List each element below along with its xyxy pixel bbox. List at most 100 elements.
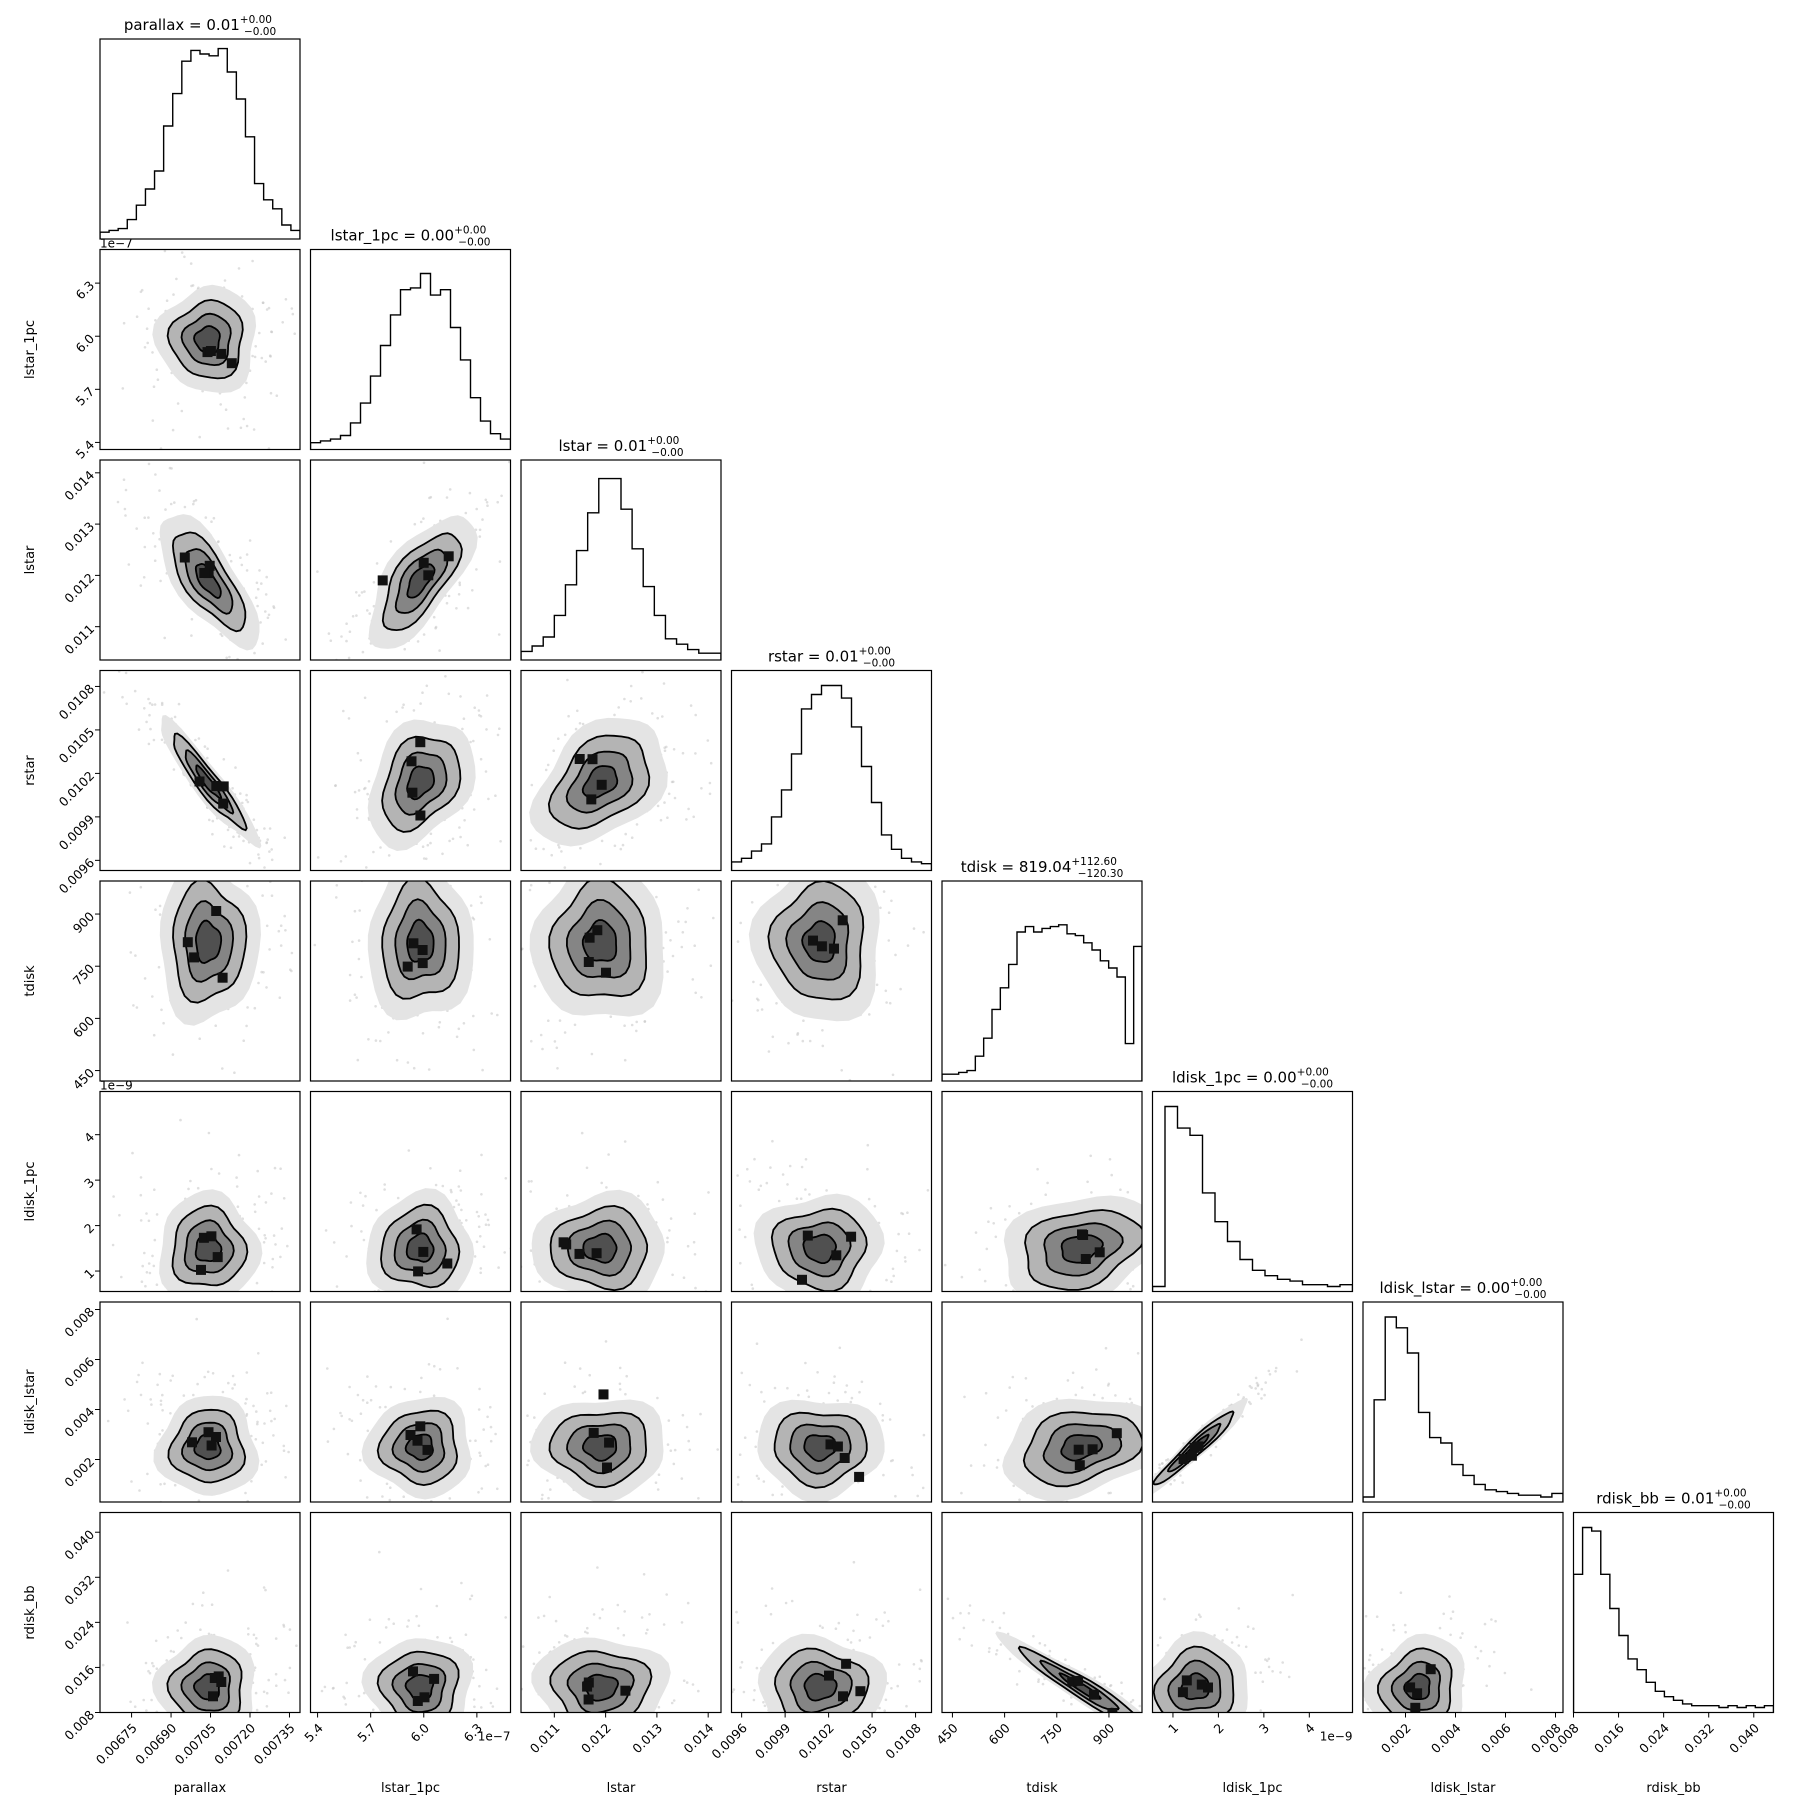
sample-point: [499, 971, 502, 974]
sample-point: [739, 1261, 742, 1265]
sample-point: [494, 1432, 497, 1436]
sample-point: [888, 1418, 892, 1421]
sample-point: [345, 639, 348, 643]
sample-point: [574, 1764, 577, 1767]
panel-frame: [941, 1511, 1143, 1714]
sample-point: [144, 1661, 148, 1665]
sample-point: [373, 1293, 376, 1296]
sample-point: [361, 1341, 364, 1344]
sample-point: [459, 835, 462, 839]
sample-point: [736, 1174, 739, 1177]
sample-point: [235, 1185, 239, 1188]
sample-point: [163, 249, 167, 253]
sample-point: [1134, 1493, 1137, 1496]
sample-point: [612, 873, 615, 876]
sample-point: [260, 356, 264, 360]
sample-point: [1046, 1181, 1049, 1185]
panel-frame: [941, 1090, 1143, 1293]
sample-point: [369, 1398, 373, 1402]
sample-point: [421, 845, 425, 848]
sample-point: [646, 1203, 649, 1206]
sample-point: [350, 1224, 353, 1228]
sample-point: [419, 1587, 423, 1591]
sample-point: [153, 1238, 157, 1242]
density-peak: [1193, 1441, 1204, 1452]
sample-point: [237, 1153, 241, 1157]
density-peak: [592, 925, 603, 936]
sample-point: [245, 798, 248, 802]
sample-point: [197, 737, 201, 740]
sample-point: [755, 1666, 759, 1670]
sample-point: [435, 1604, 439, 1608]
sample-point: [412, 1066, 416, 1070]
sample-point: [613, 844, 617, 848]
sample-point: [824, 1513, 827, 1516]
density-peak: [194, 776, 205, 787]
sample-point: [542, 1473, 545, 1476]
sample-point: [787, 1740, 790, 1743]
sample-point: [261, 877, 264, 880]
sample-point: [127, 563, 131, 566]
sample-point: [257, 981, 260, 985]
sample-point: [264, 593, 268, 596]
sample-point: [1103, 1682, 1106, 1686]
sample-point: [838, 1346, 842, 1350]
sample-point: [1249, 1203, 1252, 1206]
sample-point: [168, 1123, 171, 1126]
sample-point: [226, 828, 230, 832]
sample-point: [444, 1723, 447, 1726]
sample-point: [334, 784, 337, 788]
sample-point: [496, 733, 500, 737]
sample-point: [920, 1659, 923, 1663]
density-peak: [1107, 1708, 1118, 1713]
density-peak: [1067, 1676, 1078, 1687]
sample-point: [858, 1722, 861, 1725]
sample-point: [347, 717, 351, 720]
sample-point: [661, 1198, 665, 1201]
sample-point: [1146, 1496, 1149, 1499]
sample-point: [1008, 1657, 1012, 1661]
scatter-panel-ldisk_1pc-vs-lstar_1pc: [309, 1090, 512, 1344]
y-axis-label-lstar_1pc: lstar_1pc: [23, 320, 38, 379]
sample-point: [265, 1691, 269, 1695]
sample-point: [752, 1698, 756, 1702]
sample-point: [1025, 1398, 1028, 1402]
sample-point: [637, 1194, 640, 1198]
sample-point: [1254, 1376, 1258, 1380]
sample-point: [130, 1480, 133, 1483]
sample-point: [656, 716, 659, 720]
sample-point: [878, 1706, 881, 1710]
sample-point: [894, 953, 897, 957]
hist-panel-lstar: [520, 459, 722, 661]
sample-point: [265, 841, 268, 845]
sample-point: [532, 1662, 536, 1666]
sample-point: [348, 973, 352, 977]
sample-point: [541, 1493, 544, 1497]
sample-point: [179, 849, 182, 852]
sample-point: [270, 894, 274, 897]
sample-point: [786, 1386, 789, 1390]
sample-point: [148, 1671, 152, 1675]
sample-point: [365, 1496, 369, 1499]
sample-point: [1004, 1303, 1007, 1306]
sample-point: [1144, 1727, 1147, 1730]
sample-point: [890, 1280, 893, 1283]
sample-point: [458, 826, 461, 829]
sample-point: [1237, 1644, 1241, 1647]
sample-point: [907, 1232, 911, 1235]
sample-point: [837, 1621, 841, 1625]
sample-point: [239, 426, 243, 430]
sample-point: [790, 1599, 794, 1603]
sample-point: [226, 1569, 230, 1572]
density-peak: [816, 941, 827, 952]
sample-point: [225, 1727, 228, 1730]
sample-point: [335, 884, 339, 887]
sample-point: [488, 846, 491, 849]
sample-point: [129, 1700, 132, 1704]
sample-point: [692, 1240, 696, 1244]
sample-point: [353, 790, 357, 794]
sample-point: [725, 1671, 728, 1674]
sample-point: [656, 804, 660, 808]
sample-point: [994, 1235, 998, 1239]
